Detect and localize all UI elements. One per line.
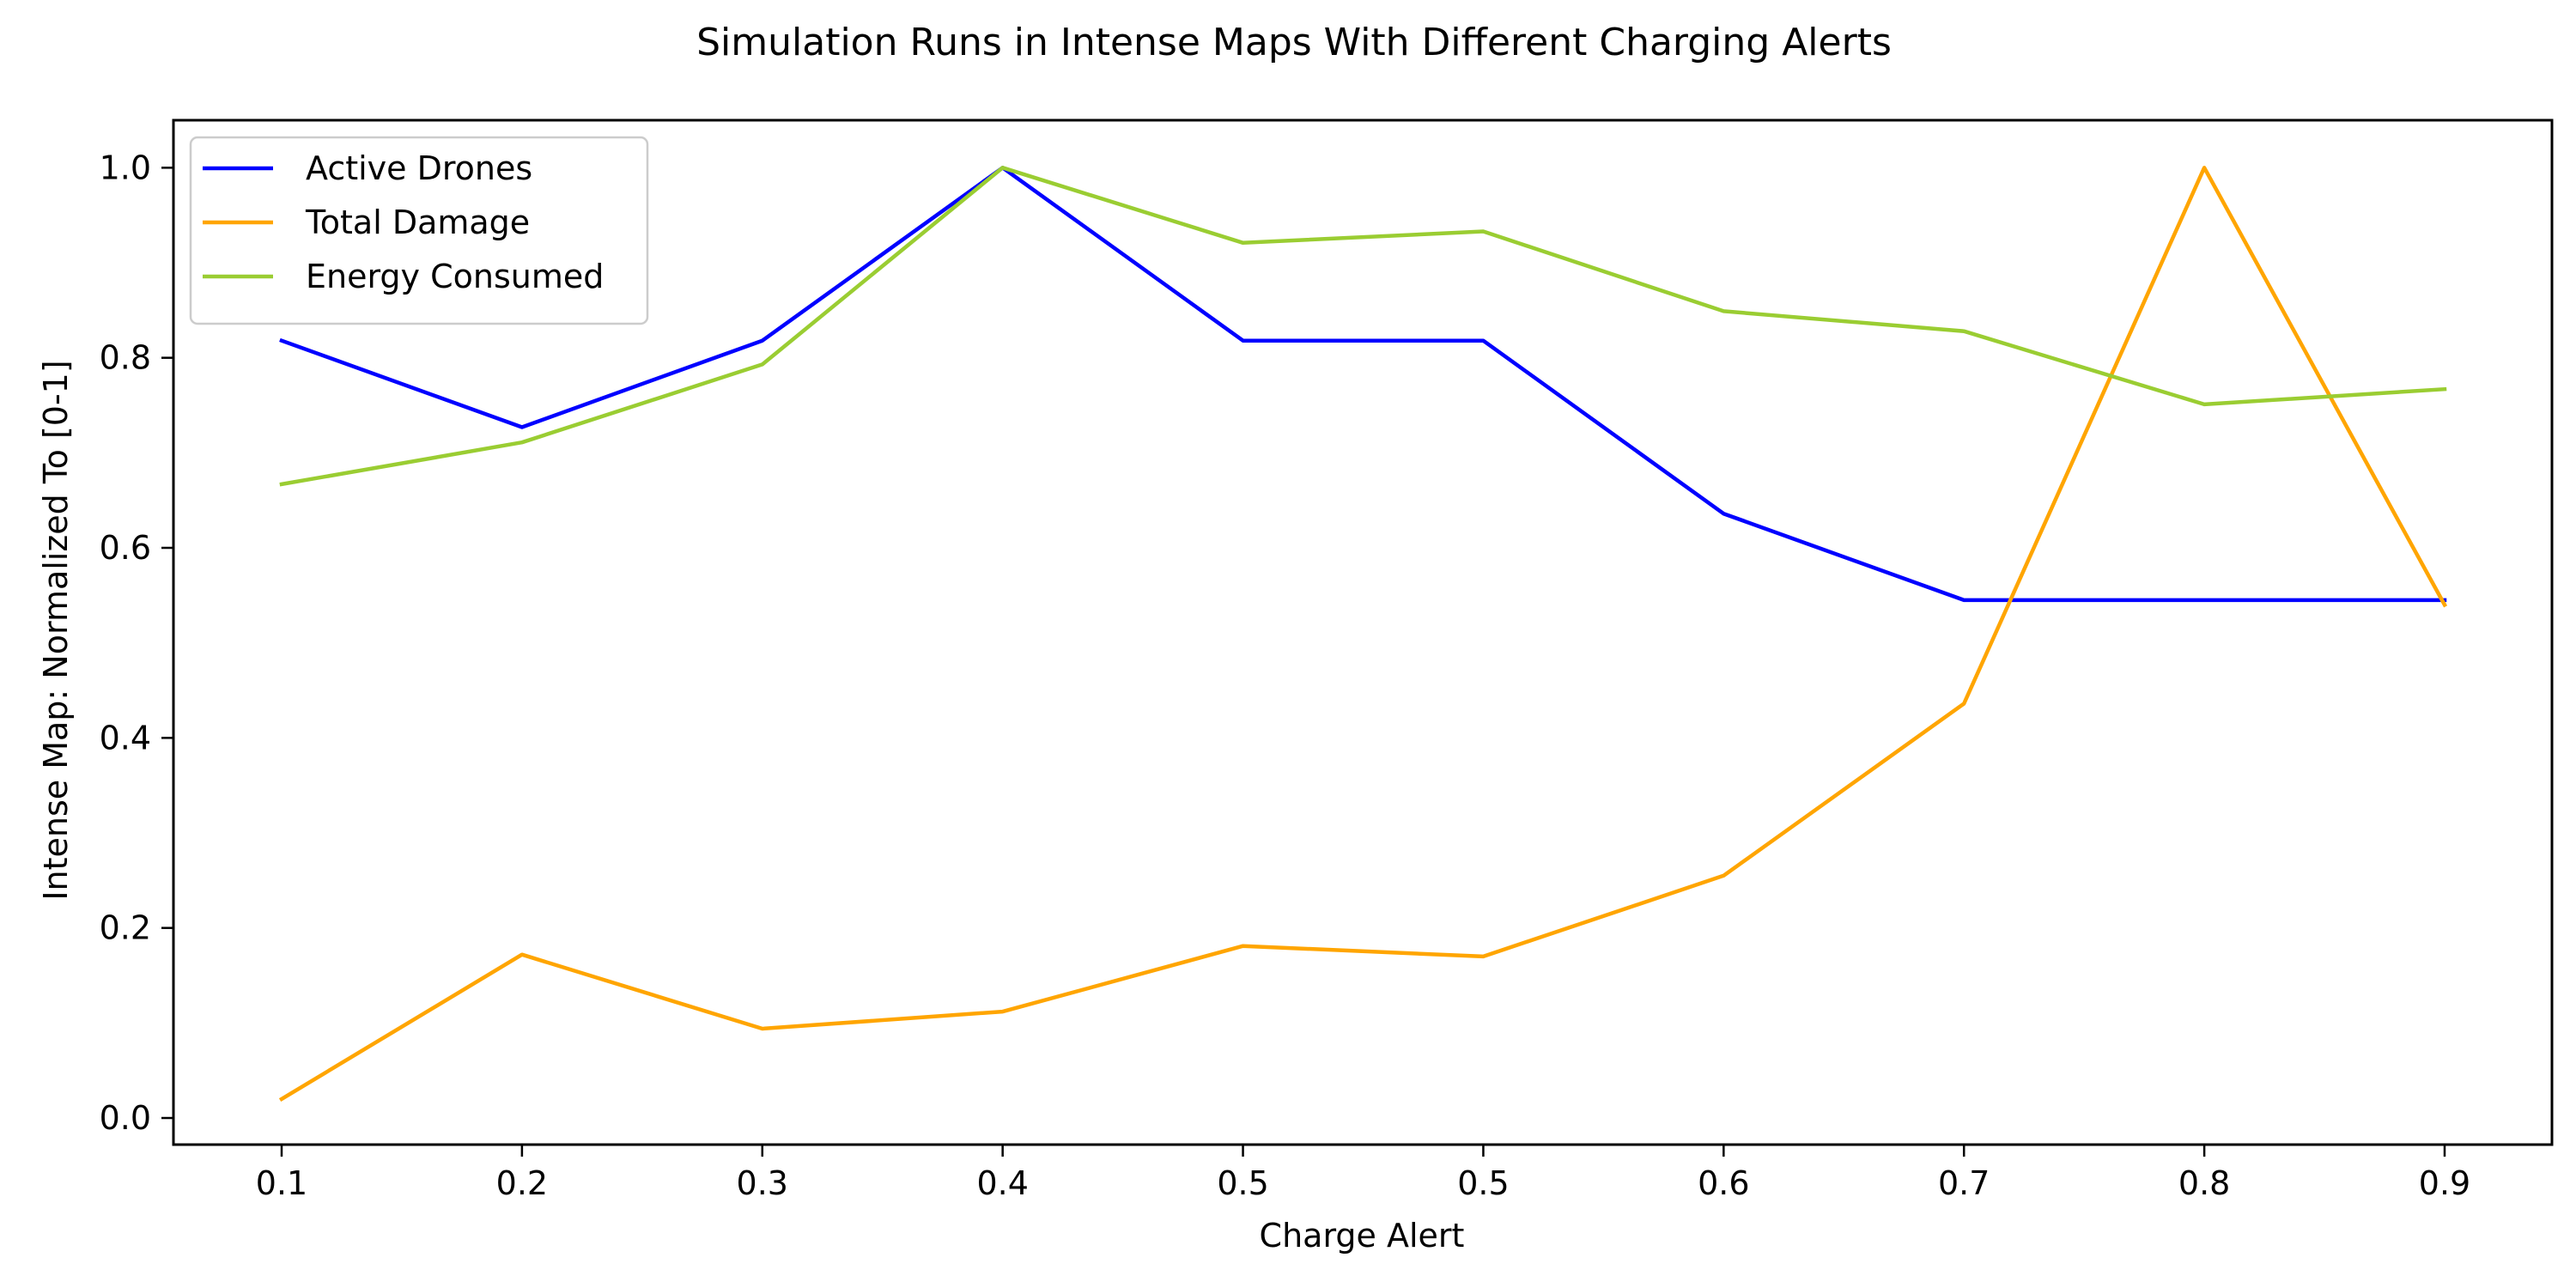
y-tick-label: 0.4	[100, 719, 151, 756]
series-line-total-damage	[278, 166, 2448, 1102]
x-tick-label: 0.5	[1217, 1164, 1268, 1202]
x-tick-label: 0.3	[737, 1164, 788, 1202]
x-tick-label: 0.6	[1698, 1164, 1749, 1202]
y-tick-label: 0.8	[100, 339, 151, 377]
legend-label-energy-consumed: Energy Consumed	[306, 258, 604, 295]
y-tick-label: 0.2	[100, 909, 151, 947]
x-tick-label: 0.7	[1938, 1164, 1990, 1202]
x-tick-label: 0.2	[496, 1164, 548, 1202]
x-tick-label: 0.5	[1457, 1164, 1509, 1202]
x-tick-label: 0.4	[976, 1164, 1028, 1202]
y-tick-label: 1.0	[100, 149, 151, 186]
series-line-energy-consumed	[279, 166, 2447, 487]
series-lines	[278, 166, 2448, 1102]
x-tick-label: 0.9	[2419, 1164, 2470, 1202]
chart-title: Simulation Runs in Intense Maps With Dif…	[696, 21, 1892, 64]
legend-label-total-damage: Total Damage	[305, 204, 530, 241]
legend-box	[189, 136, 649, 325]
x-tick-label: 0.8	[2178, 1164, 2230, 1202]
legend-label-active-drones: Active Drones	[306, 149, 532, 187]
y-axis-ticks: 0.0 0.2 0.4 0.6 0.8 1.0	[100, 149, 173, 1137]
y-axis-label: Intense Map: Normalized To [0-1]	[37, 360, 75, 900]
x-tick-label: 0.1	[256, 1164, 307, 1202]
plot-area-frame	[172, 118, 2554, 1146]
y-tick-label: 0.0	[100, 1099, 151, 1137]
x-axis-label: Charge Alert	[1260, 1217, 1465, 1255]
y-tick-label: 0.6	[100, 529, 151, 567]
x-axis-ticks: 0.1 0.2 0.3 0.4 0.5 0.5 0.6 0.7 0.8 0.9	[256, 1145, 2470, 1202]
series-line-active-drones	[279, 166, 2447, 603]
legend: Active Drones Total Damage Energy Consumed	[189, 136, 649, 325]
